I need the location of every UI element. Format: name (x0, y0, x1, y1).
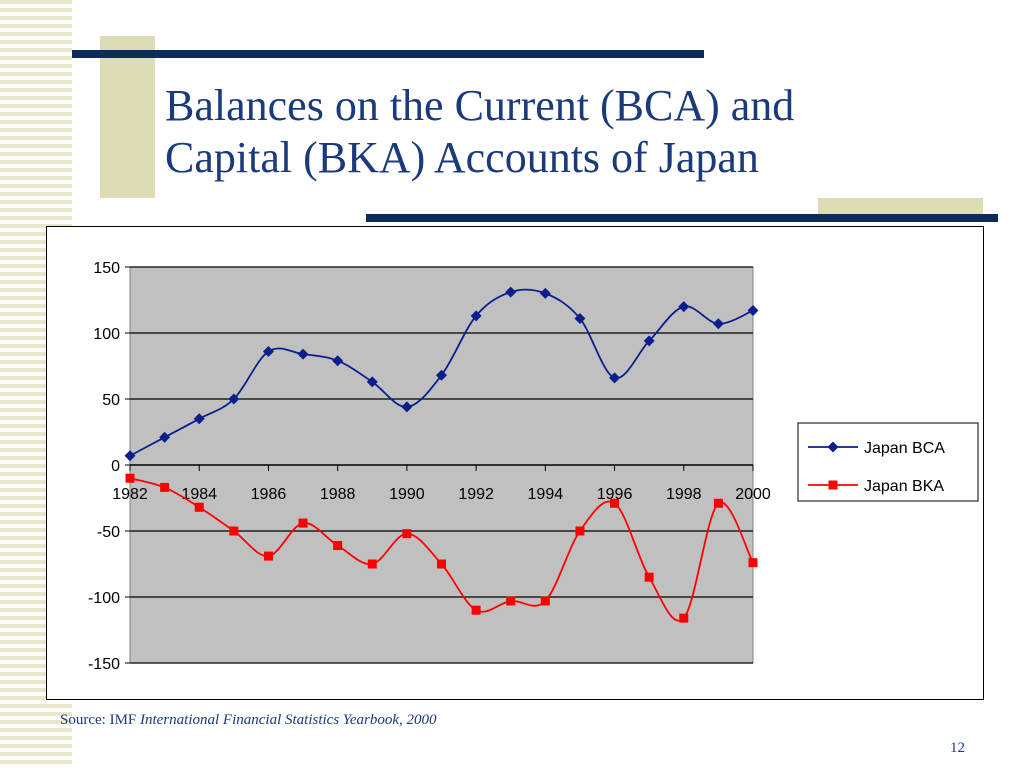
slide-title-line-1: Balances on the Current (BCA) and (165, 81, 795, 130)
bca-point (505, 286, 517, 298)
bka-point (402, 529, 412, 539)
x-tick-label: 1996 (597, 486, 633, 503)
bka-point (575, 526, 585, 536)
y-tick-label: 100 (93, 326, 120, 343)
bca-point (574, 312, 586, 324)
bka-point (333, 541, 343, 551)
bca-point (401, 401, 413, 413)
y-tick-label: 50 (102, 392, 120, 409)
legend-label: Japan BCA (864, 440, 945, 457)
bca-point (643, 335, 655, 347)
y-tick-label: -100 (88, 590, 120, 607)
source-prefix: Source: IMF (60, 712, 140, 728)
x-tick-label: 1992 (458, 486, 494, 503)
x-tick-label: 1990 (389, 486, 425, 503)
bka-point (160, 482, 170, 492)
legend-entry: Japan BKA (808, 478, 944, 495)
series-layer (124, 286, 759, 623)
bka-point (540, 596, 550, 606)
bka-point (229, 526, 239, 536)
bca-point (366, 376, 378, 388)
x-tick-label: 2000 (735, 486, 771, 503)
source-note: Source: IMF International Financial Stat… (60, 712, 437, 729)
legend: Japan BCA Japan BKA (797, 422, 979, 502)
bca-point (609, 372, 621, 384)
y-axis-tick-labels: 150 100 50 0 -50 -100 -150 (88, 260, 120, 673)
legend-label: Japan BKA (864, 478, 944, 495)
bca-point (678, 301, 690, 313)
x-tick-label: 1994 (528, 486, 564, 503)
chart-frame: 150 100 50 0 -50 -100 -150 1982 1984 1986 1988 199… (46, 226, 984, 700)
accent-block-top (100, 36, 155, 198)
bca-point (539, 287, 551, 299)
bca-point (159, 431, 171, 443)
bka-point (437, 559, 446, 569)
title-rule-bottom (366, 214, 998, 222)
bka-point (125, 473, 135, 483)
source-publication: International Financial Statistics Yearb… (140, 712, 437, 728)
bca-point (436, 369, 447, 381)
legend-marker (827, 441, 839, 453)
y-tick-label: 150 (93, 260, 120, 277)
slide-title-line-2: Capital (BKA) Accounts of Japan (165, 133, 759, 182)
bka-point (194, 502, 204, 512)
bka-point (263, 551, 273, 561)
bka-point (713, 498, 723, 508)
bka-point (679, 613, 689, 623)
legend-entry: Japan BCA (808, 440, 945, 457)
legend-box (797, 422, 979, 502)
slide-title: Balances on the Current (BCA) and Capita… (165, 80, 985, 184)
bca-point (332, 355, 344, 367)
bka-point (298, 518, 308, 528)
x-tick-label: 1988 (320, 486, 356, 503)
bca-point (712, 318, 724, 330)
bca-point (193, 413, 205, 425)
page-number: 12 (950, 740, 965, 756)
bka-point (644, 572, 654, 582)
x-tick-label: 1998 (666, 486, 702, 503)
series-japan-bca (124, 286, 759, 462)
bka-point (367, 559, 377, 569)
bca-point (262, 345, 274, 357)
bka-point (748, 558, 758, 568)
bka-point (506, 596, 516, 606)
bka-point (610, 498, 620, 508)
bca-point (297, 348, 309, 360)
title-rule-top (72, 50, 704, 58)
y-tick-label: 0 (111, 458, 120, 475)
x-tick-label: 1982 (112, 486, 148, 503)
x-tick-label: 1986 (251, 486, 287, 503)
line-chart: 150 100 50 0 -50 -100 -150 1982 1984 1986 1988 199… (88, 260, 979, 673)
legend-marker (828, 480, 838, 490)
x-tick-label: 1984 (181, 486, 217, 503)
x-axis: 1982 1984 1986 1988 1990 1992 1994 1996 1998 2000 (112, 464, 771, 503)
bka-point (471, 605, 481, 615)
bca-point (470, 310, 482, 322)
bca-point (124, 450, 136, 462)
y-tick-label: -150 (88, 656, 120, 673)
bca-point (747, 305, 759, 317)
y-tick-label: -50 (97, 524, 120, 541)
bca-point (228, 393, 240, 405)
series-japan-bka (125, 473, 758, 623)
